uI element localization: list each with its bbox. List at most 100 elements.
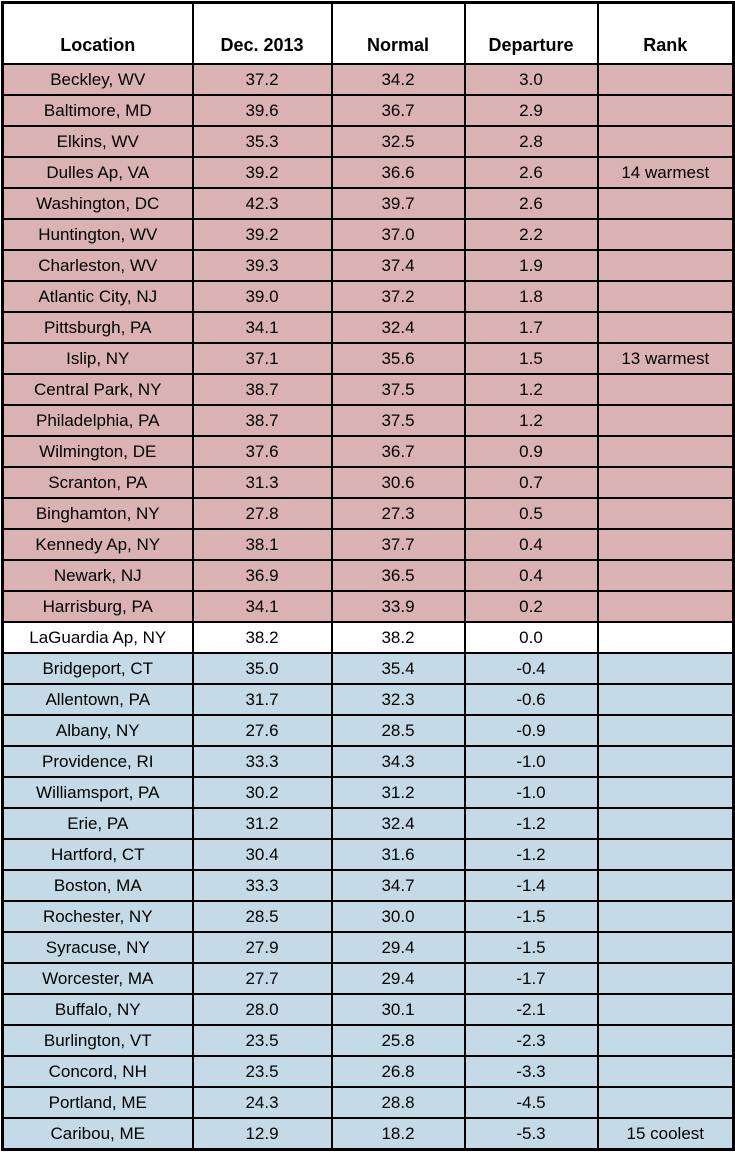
cell-location: Central Park, NY bbox=[1, 373, 194, 406]
cell-location: LaGuardia Ap, NY bbox=[1, 621, 194, 654]
table-row: Washington, DC 42.3 39.7 2.6 bbox=[1, 187, 735, 220]
cell-rank bbox=[596, 497, 735, 530]
cell-departure: 0.9 bbox=[463, 435, 599, 468]
table-row: Elkins, WV 35.3 32.5 2.8 bbox=[1, 125, 735, 158]
table-row: Caribou, ME 12.9 18.2 -5.3 15 coolest bbox=[1, 1117, 735, 1151]
cell-departure: 0.0 bbox=[463, 621, 599, 654]
cell-rank bbox=[596, 1055, 735, 1088]
table-row: Albany, NY 27.6 28.5 -0.9 bbox=[1, 714, 735, 747]
cell-rank: 15 coolest bbox=[596, 1117, 735, 1151]
table-row: Buffalo, NY 28.0 30.1 -2.1 bbox=[1, 993, 735, 1026]
cell-departure: 0.4 bbox=[463, 528, 599, 561]
cell-departure: 0.7 bbox=[463, 466, 599, 499]
cell-location: Washington, DC bbox=[1, 187, 194, 220]
cell-normal: 37.5 bbox=[330, 404, 466, 437]
table-row: Binghamton, NY 27.8 27.3 0.5 bbox=[1, 497, 735, 530]
cell-normal: 27.3 bbox=[330, 497, 466, 530]
cell-departure: -1.5 bbox=[463, 931, 599, 964]
cell-rank bbox=[596, 404, 735, 437]
cell-normal: 30.1 bbox=[330, 993, 466, 1026]
cell-departure: 1.7 bbox=[463, 311, 599, 344]
cell-rank bbox=[596, 373, 735, 406]
cell-departure: 3.0 bbox=[463, 63, 599, 96]
cell-location: Kennedy Ap, NY bbox=[1, 528, 194, 561]
cell-dec-2013: 38.7 bbox=[191, 373, 333, 406]
cell-rank bbox=[596, 125, 735, 158]
cell-location: Pittsburgh, PA bbox=[1, 311, 194, 344]
cell-rank bbox=[596, 94, 735, 127]
table-row: Dulles Ap, VA 39.2 36.6 2.6 14 warmest bbox=[1, 156, 735, 189]
cell-location: Harrisburg, PA bbox=[1, 590, 194, 623]
cell-departure: -1.0 bbox=[463, 745, 599, 778]
cell-rank bbox=[596, 249, 735, 282]
table-header: Location Dec. 2013 Normal Departure Rank bbox=[1, 1, 735, 65]
cell-normal: 28.5 bbox=[330, 714, 466, 747]
cell-dec-2013: 39.3 bbox=[191, 249, 333, 282]
cell-rank bbox=[596, 1024, 735, 1057]
table-row: Portland, ME 24.3 28.8 -4.5 bbox=[1, 1086, 735, 1119]
cell-rank bbox=[596, 745, 735, 778]
cell-location: Boston, MA bbox=[1, 869, 194, 902]
table-row: Newark, NJ 36.9 36.5 0.4 bbox=[1, 559, 735, 592]
cell-rank bbox=[596, 993, 735, 1026]
cell-rank bbox=[596, 218, 735, 251]
cell-location: Buffalo, NY bbox=[1, 993, 194, 1026]
cell-dec-2013: 34.1 bbox=[191, 590, 333, 623]
table-row: Concord, NH 23.5 26.8 -3.3 bbox=[1, 1055, 735, 1088]
cell-departure: -2.3 bbox=[463, 1024, 599, 1057]
cell-dec-2013: 37.1 bbox=[191, 342, 333, 375]
cell-normal: 36.5 bbox=[330, 559, 466, 592]
table-body: Beckley, WV 37.2 34.2 3.0 Baltimore, MD … bbox=[1, 63, 735, 1151]
cell-location: Islip, NY bbox=[1, 342, 194, 375]
cell-location: Wilmington, DE bbox=[1, 435, 194, 468]
cell-normal: 37.0 bbox=[330, 218, 466, 251]
table-row: Pittsburgh, PA 34.1 32.4 1.7 bbox=[1, 311, 735, 344]
cell-normal: 32.5 bbox=[330, 125, 466, 158]
cell-dec-2013: 30.2 bbox=[191, 776, 333, 809]
table-row: Providence, RI 33.3 34.3 -1.0 bbox=[1, 745, 735, 778]
cell-rank bbox=[596, 187, 735, 220]
cell-location: Bridgeport, CT bbox=[1, 652, 194, 685]
cell-normal: 18.2 bbox=[330, 1117, 466, 1151]
table-row: Scranton, PA 31.3 30.6 0.7 bbox=[1, 466, 735, 499]
cell-location: Caribou, ME bbox=[1, 1117, 194, 1151]
cell-location: Syracuse, NY bbox=[1, 931, 194, 964]
cell-normal: 39.7 bbox=[330, 187, 466, 220]
table-row: Huntington, WV 39.2 37.0 2.2 bbox=[1, 218, 735, 251]
cell-departure: 0.2 bbox=[463, 590, 599, 623]
cell-location: Erie, PA bbox=[1, 807, 194, 840]
cell-normal: 38.2 bbox=[330, 621, 466, 654]
cell-location: Williamsport, PA bbox=[1, 776, 194, 809]
cell-dec-2013: 42.3 bbox=[191, 187, 333, 220]
cell-dec-2013: 31.3 bbox=[191, 466, 333, 499]
cell-normal: 35.6 bbox=[330, 342, 466, 375]
cell-dec-2013: 31.2 bbox=[191, 807, 333, 840]
cell-normal: 37.7 bbox=[330, 528, 466, 561]
cell-dec-2013: 27.7 bbox=[191, 962, 333, 995]
cell-location: Elkins, WV bbox=[1, 125, 194, 158]
table-row: Burlington, VT 23.5 25.8 -2.3 bbox=[1, 1024, 735, 1057]
cell-dec-2013: 39.2 bbox=[191, 156, 333, 189]
cell-rank bbox=[596, 652, 735, 685]
table-row: Worcester, MA 27.7 29.4 -1.7 bbox=[1, 962, 735, 995]
cell-dec-2013: 39.2 bbox=[191, 218, 333, 251]
cell-dec-2013: 33.3 bbox=[191, 869, 333, 902]
cell-dec-2013: 23.5 bbox=[191, 1024, 333, 1057]
cell-normal: 25.8 bbox=[330, 1024, 466, 1057]
cell-rank bbox=[596, 1086, 735, 1119]
cell-rank bbox=[596, 435, 735, 468]
cell-dec-2013: 27.8 bbox=[191, 497, 333, 530]
table-row: LaGuardia Ap, NY 38.2 38.2 0.0 bbox=[1, 621, 735, 654]
table-row: Syracuse, NY 27.9 29.4 -1.5 bbox=[1, 931, 735, 964]
cell-departure: 2.6 bbox=[463, 187, 599, 220]
cell-dec-2013: 36.9 bbox=[191, 559, 333, 592]
cell-location: Albany, NY bbox=[1, 714, 194, 747]
cell-location: Rochester, NY bbox=[1, 900, 194, 933]
cell-rank bbox=[596, 776, 735, 809]
cell-location: Atlantic City, NJ bbox=[1, 280, 194, 313]
cell-normal: 30.6 bbox=[330, 466, 466, 499]
cell-departure: 1.2 bbox=[463, 373, 599, 406]
cell-location: Binghamton, NY bbox=[1, 497, 194, 530]
cell-rank: 13 warmest bbox=[596, 342, 735, 375]
